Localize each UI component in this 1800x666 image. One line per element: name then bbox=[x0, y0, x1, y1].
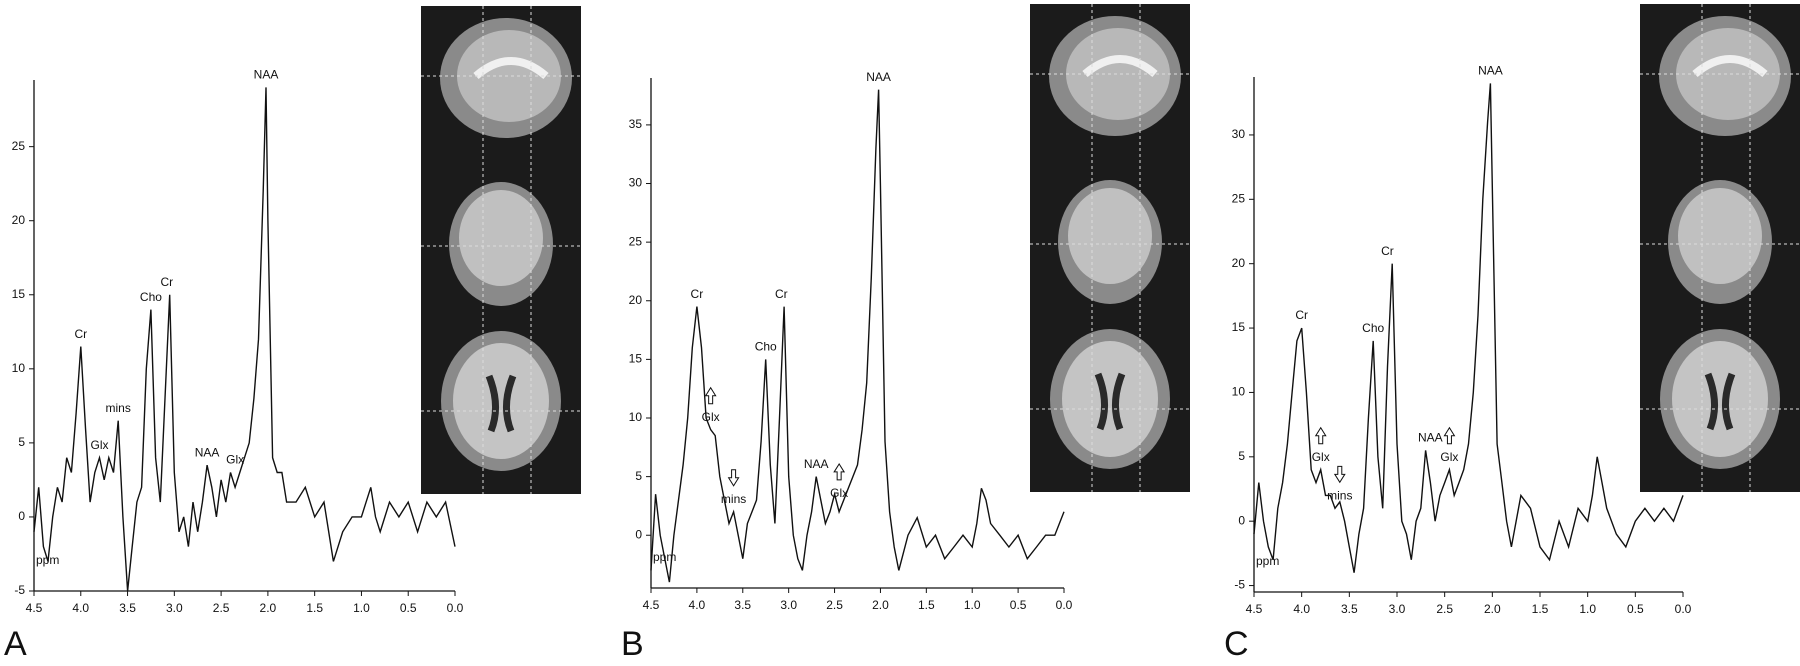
x-tick-label: 1.0 bbox=[1579, 602, 1596, 616]
y-tick-label: 25 bbox=[629, 234, 643, 248]
panel-label: A bbox=[4, 625, 27, 663]
x-tick-label: 1.0 bbox=[353, 601, 370, 615]
y-tick-label: 10 bbox=[1232, 385, 1246, 399]
x-tick-label: 2.5 bbox=[826, 598, 843, 612]
y-tick-label: 20 bbox=[629, 293, 643, 307]
y-tick-label: 20 bbox=[12, 213, 26, 227]
x-tick-label: 4.5 bbox=[26, 601, 43, 615]
spectrum-line bbox=[650, 89, 1065, 583]
peak-label: Glx bbox=[1440, 450, 1458, 464]
x-tick-label: 0.5 bbox=[1010, 598, 1027, 612]
mri-inset bbox=[1030, 4, 1190, 492]
peak-label: Glx bbox=[226, 453, 244, 467]
x-tick-label: 3.5 bbox=[1341, 602, 1358, 616]
peak-arrow bbox=[833, 462, 846, 481]
x-tick-label: 1.5 bbox=[918, 598, 935, 612]
y-tick-label: -5 bbox=[14, 583, 25, 597]
x-tick-label: 2.5 bbox=[213, 601, 230, 615]
x-tick-label: 3.0 bbox=[780, 598, 797, 612]
spectrum-line bbox=[1253, 83, 1684, 573]
x-tick-label: 1.5 bbox=[306, 601, 323, 615]
x-tick-label: 2.5 bbox=[1436, 602, 1453, 616]
x-tick-label: 4.5 bbox=[643, 598, 660, 612]
peak-label: NAA bbox=[195, 445, 220, 459]
peak-label: Glx bbox=[90, 438, 108, 452]
peak-label: Cho bbox=[1362, 321, 1384, 335]
x-tick-label: 0.0 bbox=[1675, 602, 1692, 616]
peak-label: NAA bbox=[1478, 64, 1503, 78]
y-tick-label: 15 bbox=[1232, 320, 1246, 334]
mri-inset bbox=[421, 6, 581, 494]
peak-label: Cr bbox=[691, 287, 704, 301]
x-tick-label: 0.5 bbox=[400, 601, 417, 615]
peak-arrow bbox=[1314, 426, 1327, 445]
x-tick-label: 3.0 bbox=[166, 601, 183, 615]
x-tick-label: 3.0 bbox=[1389, 602, 1406, 616]
y-tick-label: 25 bbox=[1232, 191, 1246, 205]
spectrum-line bbox=[33, 87, 456, 592]
mri-inset bbox=[1640, 4, 1800, 492]
peak-label: Glx bbox=[1312, 450, 1330, 464]
peak-label: Cr bbox=[74, 327, 87, 341]
peak-label: Cho bbox=[140, 290, 162, 304]
peak-label: Glx bbox=[830, 486, 848, 500]
y-tick-label: 10 bbox=[629, 410, 643, 424]
x-tick-label: 4.5 bbox=[1246, 602, 1263, 616]
x-tick-label: 0.0 bbox=[1056, 598, 1073, 612]
y-tick-label: -5 bbox=[1234, 578, 1245, 592]
y-tick-label: 0 bbox=[18, 509, 25, 523]
peak-label: mins bbox=[1327, 488, 1352, 502]
panel-label: C bbox=[1224, 625, 1249, 663]
plots: -5 0 5 10 15 20 25 4.5 4.0 3.5 3.0 2.5 2.0 1.5 1.0 0.5 0… bbox=[4, 64, 1692, 663]
peak-arrow bbox=[1333, 465, 1346, 484]
x-tick-label: 4.0 bbox=[72, 601, 89, 615]
x-tick-label: 2.0 bbox=[1484, 602, 1501, 616]
peak-label: Cr bbox=[775, 287, 788, 301]
y-tick-label: 20 bbox=[1232, 256, 1246, 270]
peak-arrow bbox=[704, 386, 717, 405]
x-tick-label: 1.5 bbox=[1532, 602, 1549, 616]
peak-arrow bbox=[727, 469, 740, 487]
y-tick-label: 30 bbox=[1232, 127, 1246, 141]
peak-label: mins bbox=[721, 492, 746, 506]
peak-label: NAA bbox=[1418, 431, 1443, 445]
x-tick-label: 0.5 bbox=[1627, 602, 1644, 616]
peak-label: NAA bbox=[866, 70, 891, 84]
x-tick-label: 2.0 bbox=[872, 598, 889, 612]
y-tick-label: 15 bbox=[12, 287, 26, 301]
x-tick-label: 1.0 bbox=[964, 598, 981, 612]
x-axis-label: ppm bbox=[1256, 554, 1279, 568]
peak-arrow bbox=[1443, 426, 1456, 445]
y-tick-label: 15 bbox=[629, 352, 643, 366]
x-tick-label: 2.0 bbox=[260, 601, 277, 615]
y-tick-label: 0 bbox=[1238, 513, 1245, 527]
peak-label: Glx bbox=[702, 410, 720, 424]
x-tick-label: 0.0 bbox=[447, 601, 464, 615]
panel-label: B bbox=[621, 625, 644, 663]
x-tick-label: 3.5 bbox=[119, 601, 136, 615]
x-tick-label: 4.0 bbox=[689, 598, 706, 612]
y-tick-label: 35 bbox=[629, 117, 643, 131]
peak-label: NAA bbox=[254, 68, 279, 82]
y-tick-label: 30 bbox=[629, 176, 643, 190]
y-tick-label: 25 bbox=[12, 139, 26, 153]
peak-label: Cr bbox=[161, 275, 174, 289]
peak-label: mins bbox=[106, 401, 131, 415]
y-tick-label: 5 bbox=[635, 469, 642, 483]
peak-label: NAA bbox=[804, 457, 829, 471]
y-tick-label: 5 bbox=[1238, 449, 1245, 463]
y-tick-label: 10 bbox=[12, 361, 26, 375]
peak-label: Cho bbox=[755, 340, 777, 354]
x-tick-label: 3.5 bbox=[734, 598, 751, 612]
x-tick-label: 4.0 bbox=[1293, 602, 1310, 616]
y-tick-label: 5 bbox=[18, 435, 25, 449]
y-tick-label: 0 bbox=[635, 527, 642, 541]
peak-label: Cr bbox=[1295, 308, 1308, 322]
peak-label: Cr bbox=[1381, 244, 1394, 258]
